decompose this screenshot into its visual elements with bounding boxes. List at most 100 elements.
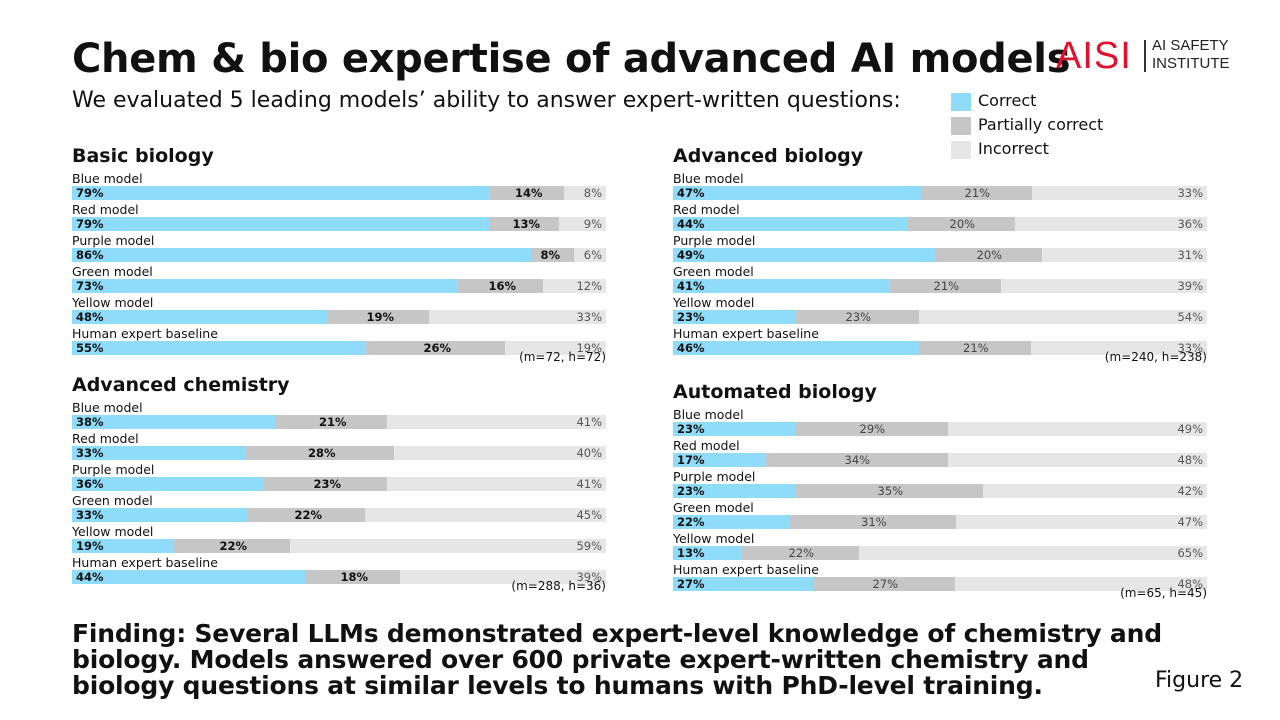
data-label-partially-correct: 23%	[313, 477, 342, 491]
bar-row-human-expert-baseline: Human expert baseline 55% 26% 19%	[72, 327, 606, 357]
bar-segment-incorrect	[543, 279, 606, 293]
bar-segment-partially-correct	[742, 546, 859, 560]
legend-label: Incorrect	[978, 139, 1049, 158]
bar-row-label: Green model	[673, 264, 754, 279]
bar-segment-incorrect	[505, 341, 606, 355]
bar-segment-correct	[673, 217, 908, 231]
data-label-partially-correct: 21%	[319, 415, 347, 429]
bar-row-yellow-model: Yellow model 19% 22% 59%	[72, 525, 606, 555]
data-label-incorrect: 41%	[576, 477, 602, 491]
data-label-incorrect: 8%	[583, 186, 602, 200]
bar-segment-partially-correct	[490, 186, 564, 200]
bar-segment-correct	[72, 415, 275, 429]
bar-row-label: Red model	[72, 431, 139, 446]
data-label-incorrect: 41%	[576, 415, 602, 429]
stacked-bar: 44% 20% 36%	[673, 217, 1207, 231]
data-label-partially-correct: 18%	[340, 570, 369, 584]
stacked-bar: 27% 27% 48%	[673, 577, 1207, 591]
data-label-correct: 79%	[76, 217, 104, 231]
data-label-partially-correct: 28%	[308, 446, 336, 460]
data-label-incorrect: 65%	[1177, 546, 1203, 560]
bar-segment-incorrect	[394, 446, 606, 460]
bar-segment-incorrect	[956, 515, 1207, 529]
stacked-bar: 33% 22% 45%	[72, 508, 606, 522]
stacked-bar: 23% 35% 42%	[673, 484, 1207, 498]
data-label-correct: 33%	[76, 508, 104, 522]
data-label-correct: 44%	[677, 217, 705, 231]
bar-row-human-expert-baseline: Human expert baseline 46% 21% 33%	[673, 327, 1207, 357]
data-label-correct: 44%	[76, 570, 104, 584]
bar-segment-partially-correct	[246, 446, 394, 460]
bar-row-label: Green model	[72, 264, 153, 279]
bar-segment-correct	[673, 279, 890, 293]
bar-row-label: Red model	[673, 202, 740, 217]
data-label-incorrect: 59%	[576, 539, 602, 553]
bar-segment-partially-correct	[366, 341, 505, 355]
bar-segment-correct	[673, 422, 795, 436]
bar-segment-partially-correct	[173, 539, 290, 553]
bar-row-yellow-model: Yellow model 13% 22% 65%	[673, 532, 1207, 562]
bar-row-red-model: Red model 79% 13% 9%	[72, 203, 606, 233]
data-label-correct: 23%	[677, 422, 705, 436]
page-subtitle: We evaluated 5 leading models’ ability t…	[72, 88, 901, 113]
data-label-partially-correct: 27%	[872, 577, 899, 591]
data-label-partially-correct: 13%	[512, 217, 541, 231]
bar-segment-partially-correct	[305, 570, 400, 584]
data-label-partially-correct: 21%	[963, 341, 989, 355]
data-label-correct: 41%	[677, 279, 705, 293]
bar-row-label: Human expert baseline	[72, 555, 218, 570]
data-label-correct: 23%	[677, 484, 705, 498]
legend-swatch	[951, 93, 971, 111]
bar-row-label: Blue model	[673, 407, 744, 422]
data-label-partially-correct: 22%	[788, 546, 815, 560]
bar-row-green-model: Green model 22% 31% 47%	[673, 501, 1207, 531]
stacked-bar: 23% 23% 54%	[673, 310, 1207, 324]
bar-row-purple-model: Purple model 49% 20% 31%	[673, 234, 1207, 264]
bar-segment-correct	[72, 477, 264, 491]
bar-segment-partially-correct	[490, 217, 559, 231]
bar-row-label: Green model	[673, 500, 754, 515]
stacked-bar: 48% 19% 33%	[72, 310, 606, 324]
bar-segment-partially-correct	[458, 279, 543, 293]
bar-segment-correct	[673, 248, 935, 262]
bar-segment-partially-correct	[919, 341, 1031, 355]
data-label-partially-correct: 23%	[845, 310, 872, 324]
bar-segment-partially-correct	[328, 310, 429, 324]
bar-row-label: Yellow model	[72, 295, 154, 310]
panel-title: Advanced chemistry	[72, 374, 290, 396]
bar-row-purple-model: Purple model 36% 23% 41%	[72, 463, 606, 493]
data-label-incorrect: 47%	[1177, 515, 1203, 529]
data-label-partially-correct: 35%	[877, 484, 904, 498]
bar-row-label: Yellow model	[673, 531, 755, 546]
bar-segment-incorrect	[365, 508, 606, 522]
stacked-bar: 22% 31% 47%	[673, 515, 1207, 529]
sample-size-note: (m=72, h=72)	[519, 350, 606, 364]
stacked-bar: 36% 23% 41%	[72, 477, 606, 491]
bar-segment-correct	[72, 446, 246, 460]
stacked-bar: 13% 22% 65%	[673, 546, 1207, 560]
stacked-bar: 23% 29% 49%	[673, 422, 1207, 436]
sample-size-note: (m=288, h=36)	[511, 579, 606, 593]
bar-segment-partially-correct	[796, 310, 919, 324]
bar-segment-correct	[673, 484, 796, 498]
bar-segment-correct	[673, 341, 919, 355]
data-label-correct: 23%	[677, 310, 705, 324]
bar-row-label: Yellow model	[673, 295, 755, 310]
bar-segment-incorrect	[955, 577, 1207, 591]
data-label-incorrect: 48%	[1177, 453, 1203, 467]
bar-row-green-model: Green model 33% 22% 45%	[72, 494, 606, 524]
data-label-incorrect: 39%	[1177, 279, 1203, 293]
bar-segment-correct	[72, 279, 458, 293]
panel-title: Automated biology	[673, 381, 877, 403]
stacked-bar: 33% 28% 40%	[72, 446, 606, 460]
data-label-incorrect: 48%	[1177, 577, 1203, 591]
bar-segment-incorrect	[1001, 279, 1207, 293]
bar-row-green-model: Green model 41% 21% 39%	[673, 265, 1207, 295]
data-label-incorrect: 42%	[1177, 484, 1203, 498]
bar-segment-incorrect	[400, 570, 606, 584]
bar-segment-correct	[72, 310, 328, 324]
bar-segment-incorrect	[919, 310, 1207, 324]
bar-row-label: Human expert baseline	[673, 562, 819, 577]
data-label-incorrect: 6%	[583, 248, 602, 262]
bar-segment-incorrect	[564, 186, 606, 200]
